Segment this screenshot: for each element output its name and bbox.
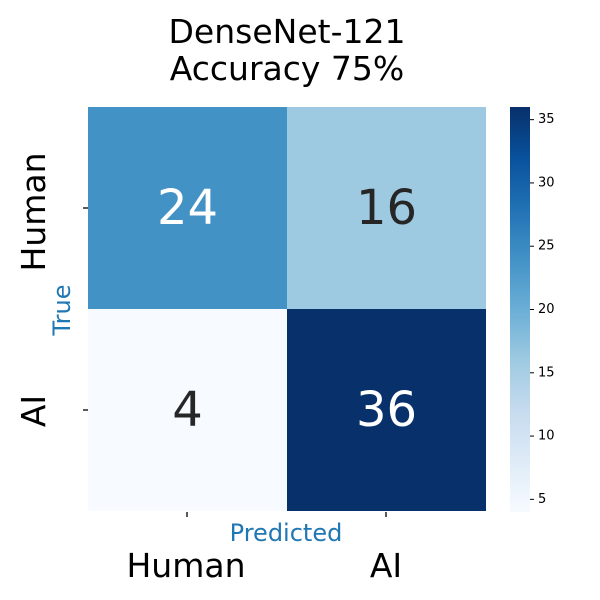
colorbar-tick-label: 15 — [538, 365, 555, 380]
x-tick-label-human: Human — [126, 546, 245, 585]
colorbar-tick-label: 25 — [538, 239, 555, 254]
y-axis-label: True — [48, 285, 76, 337]
cell-value-label: 16 — [356, 180, 417, 236]
colorbar-tick-label: 5 — [538, 492, 546, 507]
cell-value-label: 36 — [356, 382, 417, 438]
cell-value-label: 24 — [157, 180, 218, 236]
cell-value-label: 4 — [172, 382, 203, 438]
heatmap-cells — [88, 107, 486, 511]
heatmap-cell-human-human — [88, 107, 287, 309]
cell-value-labels: 24 16 4 36 — [157, 180, 417, 438]
chart-title: DenseNet-121 — [169, 12, 406, 51]
x-axis-label: Predicted — [230, 519, 343, 547]
heatmap-cell-ai-ai — [287, 309, 486, 511]
colorbar-ticks: 5 10 15 20 25 30 35 — [530, 112, 555, 507]
chart-subtitle: Accuracy 75% — [170, 49, 405, 88]
y-tick-label-ai: AI — [14, 395, 53, 427]
colorbar-tick-label: 10 — [538, 429, 555, 444]
colorbar-tick-label: 30 — [538, 175, 555, 190]
heatmap-cell-human-ai — [287, 107, 486, 309]
y-tick-label-human: Human — [14, 152, 53, 271]
x-tick-label-ai: AI — [370, 546, 402, 585]
colorbar-tick-label: 20 — [538, 302, 555, 317]
colorbar — [510, 107, 530, 512]
heatmap-cell-ai-human — [88, 309, 287, 511]
colorbar-tick-label: 35 — [538, 112, 555, 127]
